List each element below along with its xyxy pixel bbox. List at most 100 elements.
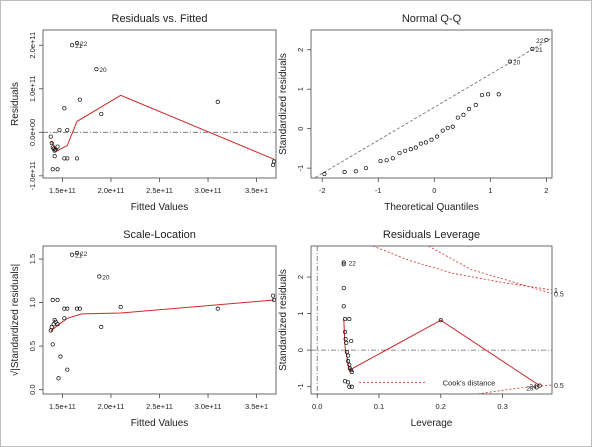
chart-title: Residuals Leverage (383, 229, 480, 241)
data-point (530, 46, 535, 51)
x-axis-label: Fitted Values (131, 202, 189, 213)
data-point (537, 383, 542, 388)
data-point (271, 293, 276, 298)
data-point (57, 128, 62, 133)
data-point (461, 112, 466, 117)
data-point (50, 297, 55, 303)
y-tick-label: 2.0e+11 (28, 32, 37, 59)
point-label: 22 (80, 41, 88, 48)
data-point (455, 115, 460, 120)
y-tick-label: 1 (296, 87, 305, 91)
data-point (74, 156, 80, 161)
data-point (342, 329, 348, 334)
data-point (473, 102, 478, 108)
data-point (467, 106, 472, 111)
plot-area (48, 250, 276, 381)
data-point (94, 67, 99, 72)
data-point (215, 99, 220, 104)
data-point (390, 156, 395, 161)
point-label: 20 (99, 67, 107, 74)
data-point (55, 167, 60, 172)
x-tick-label: 2.0e+11 (98, 402, 125, 411)
data-point (53, 147, 58, 152)
data-point (65, 367, 70, 372)
x-tick-label: 2.0e+11 (98, 186, 125, 195)
data-point (479, 93, 484, 98)
x-tick-label: 2.5e+11 (146, 402, 173, 411)
y-tick-label: 1.5 (28, 254, 37, 264)
plot-area (43, 41, 276, 172)
chart-title: Normal Q-Q (402, 13, 462, 25)
chart-panel-2: Normal Q-Q Theoretical Quantiles Standardi… (278, 13, 553, 213)
data-point (97, 274, 102, 279)
data-point (70, 252, 75, 257)
data-point (438, 318, 443, 323)
data-point (534, 385, 539, 390)
data-point (62, 156, 67, 161)
x-axis-label: Theoretical Quantiles (384, 202, 479, 213)
data-point (99, 111, 104, 117)
y-axis-label: √|Standardized residuals| (9, 264, 21, 376)
data-point (118, 304, 123, 309)
data-point (55, 144, 60, 149)
x-tick-label: 0.3 (497, 402, 507, 411)
data-point (408, 147, 413, 152)
plot-frame (310, 245, 553, 395)
x-tick-label: 3.5e+1 (245, 402, 268, 411)
x-tick-label: -1 (375, 186, 382, 195)
chart-panel-3: Scale-Location Fitted Values √|Standardize… (9, 229, 277, 429)
point-label: 23 (526, 385, 534, 392)
x-tick-label: 0.1 (374, 402, 384, 411)
data-point (413, 145, 418, 150)
data-point (429, 137, 434, 142)
cooks-distance-curve (372, 246, 552, 291)
data-point (55, 297, 60, 303)
data-point (99, 324, 104, 330)
legend-label: Cook's distance (443, 378, 496, 387)
cooks-distance-label: 0.5 (554, 292, 564, 299)
data-point (341, 285, 346, 291)
data-point (272, 159, 276, 164)
data-point (418, 141, 423, 146)
point-label: 22 (80, 251, 88, 258)
data-point (486, 92, 491, 97)
plot-frame (310, 29, 553, 179)
cooks-distance-label: 0.5 (554, 383, 564, 390)
data-point (49, 141, 54, 146)
y-tick-label: -1.0e+11 (28, 161, 37, 190)
data-point (58, 354, 63, 359)
point-label: 24 (529, 384, 537, 391)
chart-title: Scale-Location (123, 229, 196, 241)
x-tick-label: -2 (319, 186, 326, 195)
data-point (347, 317, 352, 322)
data-point (403, 148, 408, 153)
point-label: 22 (536, 38, 544, 45)
y-tick-label: 1 (296, 312, 305, 316)
data-point (62, 106, 67, 111)
cooks-distance-curve (428, 246, 552, 294)
data-point (384, 158, 389, 163)
point-label: 21 (75, 43, 83, 50)
chart-title: Residuals vs. Fitted (112, 13, 208, 25)
plot-area (313, 37, 552, 178)
data-point (55, 322, 60, 327)
data-point (349, 368, 354, 373)
data-point (272, 297, 276, 303)
y-axis-label: Standardized residuals (278, 53, 289, 155)
data-point (74, 41, 80, 46)
data-point (450, 124, 455, 129)
point-label: 21 (75, 253, 83, 260)
x-tick-label: 2.5e+11 (146, 186, 173, 195)
data-point (74, 250, 80, 256)
data-point (56, 376, 61, 381)
data-point (353, 169, 358, 174)
y-tick-label: -1 (296, 165, 305, 172)
data-point (322, 172, 327, 177)
y-tick-label: 0 (296, 348, 305, 352)
data-point (342, 170, 347, 175)
data-point (397, 151, 402, 156)
data-point (363, 166, 368, 171)
data-point (215, 306, 220, 311)
x-tick-label: 1.5e+11 (49, 402, 76, 411)
